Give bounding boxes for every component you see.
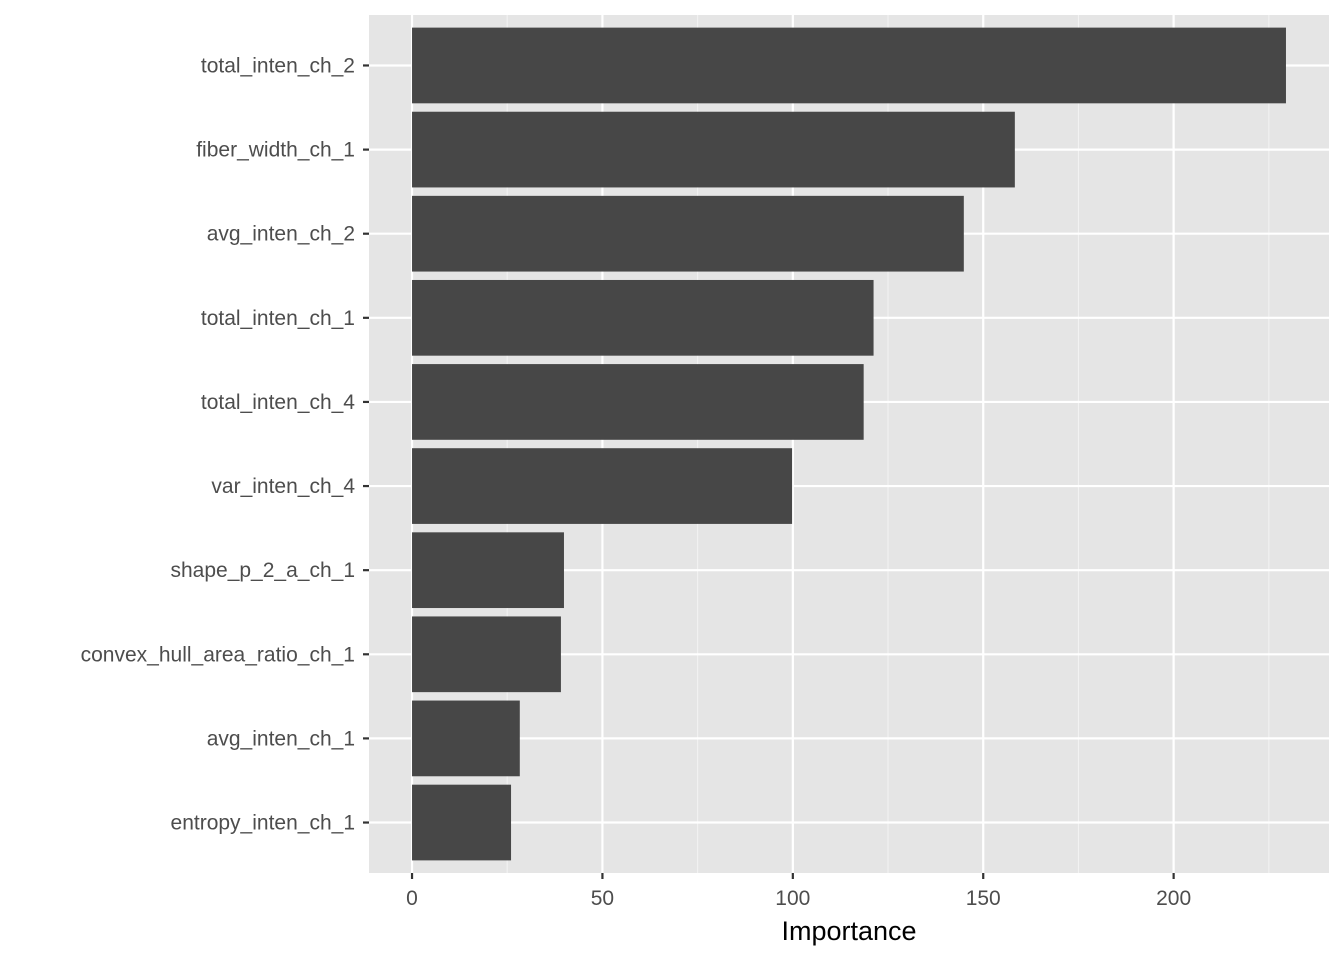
bar <box>412 616 561 693</box>
y-tick-label: avg_inten_ch_2 <box>207 223 355 246</box>
bar <box>412 111 1015 188</box>
y-tick-label: var_inten_ch_4 <box>211 475 355 498</box>
x-tick-label: 50 <box>591 887 614 910</box>
x-tick-label: 150 <box>966 887 1001 910</box>
bar <box>412 279 874 356</box>
bar <box>412 784 512 861</box>
bars <box>412 27 1286 861</box>
y-tick-label: convex_hull_area_ratio_ch_1 <box>81 643 355 666</box>
bar <box>412 448 793 524</box>
x-tick-label: 0 <box>406 887 418 910</box>
bar <box>412 27 1286 104</box>
x-tick-label: 200 <box>1156 887 1191 910</box>
y-axis: total_inten_ch_2 fiber_width_ch_1 avg_inte… <box>81 54 369 835</box>
bar <box>412 700 520 777</box>
x-axis-title: Importance <box>781 916 916 946</box>
x-tick-label: 100 <box>775 887 810 910</box>
bar <box>412 195 964 272</box>
y-tick-label: shape_p_2_a_ch_1 <box>170 559 355 582</box>
y-tick-label: avg_inten_ch_1 <box>207 727 355 750</box>
y-tick-label: total_inten_ch_4 <box>201 391 355 414</box>
bar <box>412 364 864 440</box>
x-axis: 0 50 100 150 200 <box>406 873 1191 910</box>
y-tick-label: total_inten_ch_2 <box>201 54 355 77</box>
y-tick-label: entropy_inten_ch_1 <box>171 812 355 835</box>
y-tick-label: total_inten_ch_1 <box>201 307 355 330</box>
bar <box>412 532 564 609</box>
y-tick-label: fiber_width_ch_1 <box>196 139 355 162</box>
